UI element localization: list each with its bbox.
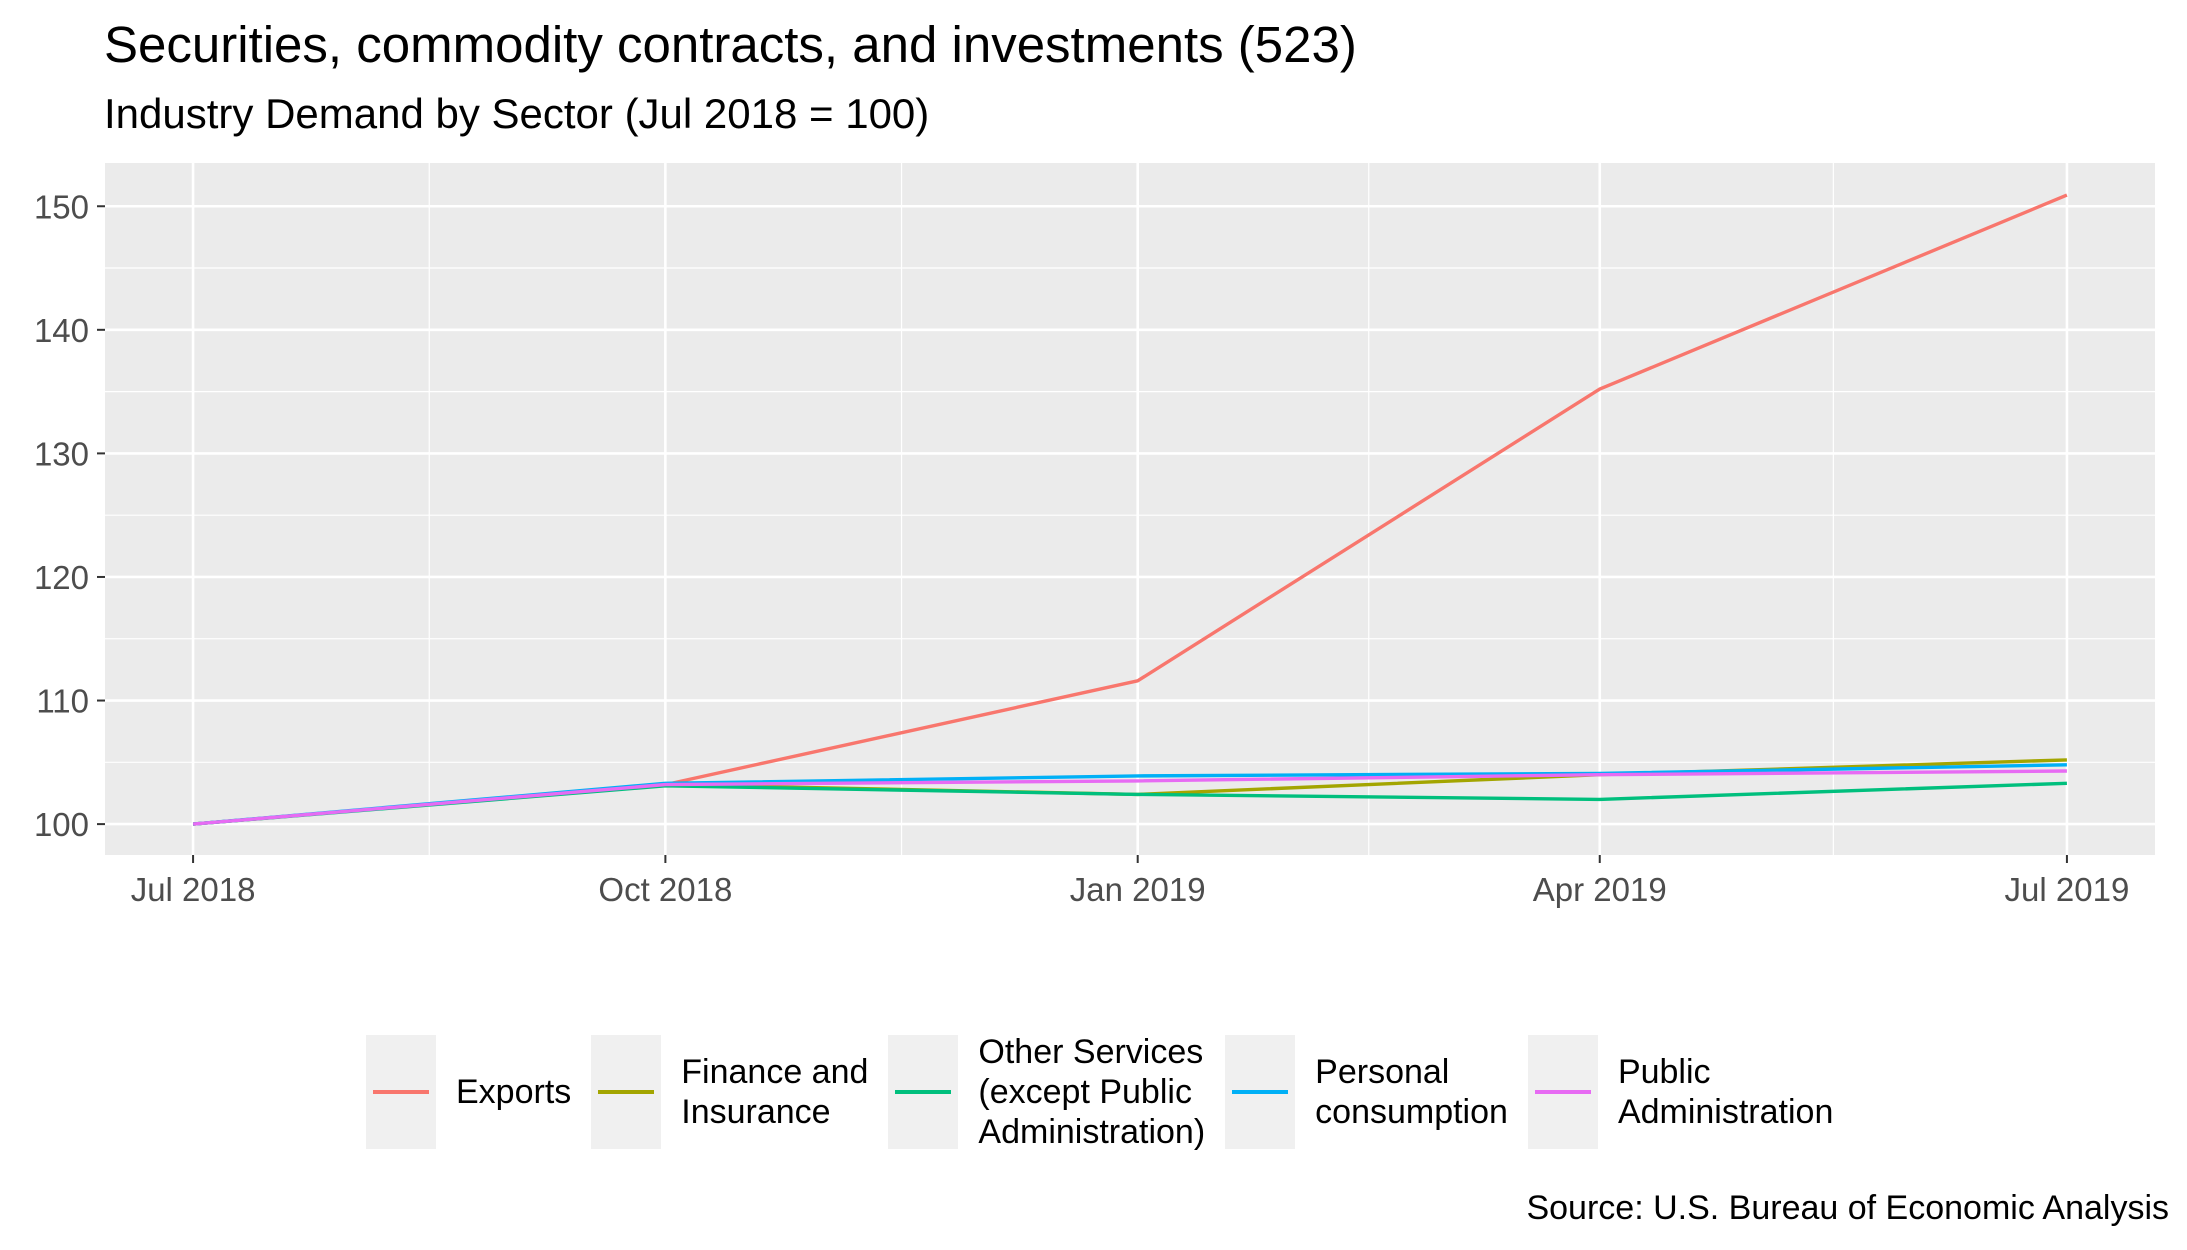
legend-swatch — [895, 1089, 952, 1094]
legend-item: Personal consumption — [1225, 1034, 1508, 1149]
legend-item: Finance and Insurance — [591, 1034, 869, 1149]
chart-subtitle: Industry Demand by Sector (Jul 2018 = 10… — [104, 90, 930, 137]
legend-key — [1527, 1034, 1598, 1149]
legend-label: Finance and Insurance — [681, 1052, 869, 1131]
y-tick-label: 130 — [34, 435, 89, 472]
chart-title: Securities, commodity contracts, and inv… — [104, 16, 1357, 73]
legend-label: Exports — [456, 1072, 572, 1111]
legend-item: Exports — [366, 1034, 572, 1149]
legend-label: Other Services (except Public Administra… — [978, 1032, 1206, 1151]
legend-label: Personal consumption — [1315, 1052, 1508, 1131]
legend-key — [1225, 1034, 1296, 1149]
y-tick-label: 120 — [34, 559, 89, 596]
series-line-public — [192, 769, 2067, 826]
legend-item: Public Administration — [1527, 1034, 1834, 1149]
y-tick-label: 100 — [34, 806, 89, 843]
plot-panel — [105, 163, 2155, 855]
legend-swatch — [598, 1089, 655, 1094]
legend-item: Other Services (except Public Administra… — [888, 1032, 1205, 1152]
x-tick-label: Oct 2018 — [598, 871, 732, 908]
x-tick-label: Jan 2019 — [1070, 871, 1206, 908]
x-tick-label: Apr 2019 — [1533, 871, 1667, 908]
legend-swatch — [1534, 1089, 1591, 1094]
source-note: Source: U.S. Bureau of Economic Analysis — [1526, 1189, 2169, 1227]
y-tick-label: 140 — [34, 312, 89, 349]
x-tick-label: Jul 2019 — [2005, 871, 2130, 908]
legend-key — [591, 1034, 662, 1149]
legend-swatch — [373, 1089, 429, 1094]
legend-key — [888, 1034, 959, 1149]
y-tick-label: 110 — [36, 683, 89, 720]
x-tick-label: Jul 2018 — [131, 871, 256, 908]
legend-key — [366, 1034, 436, 1149]
plot-area: 100 110 120 130 140 150 Jul 2018 Oct 2018 Jan 20… — [34, 163, 2155, 908]
legend-swatch — [1232, 1089, 1289, 1094]
y-tick-label: 150 — [34, 188, 89, 225]
legend-label: Public Administration — [1617, 1052, 1834, 1131]
chart-legend: Exports Finance and Insurance Other Servic… — [366, 1032, 1853, 1152]
line-chart: 100 110 120 130 140 150 Jul 2018 Oct 2018 Jan 20… — [34, 163, 2155, 908]
